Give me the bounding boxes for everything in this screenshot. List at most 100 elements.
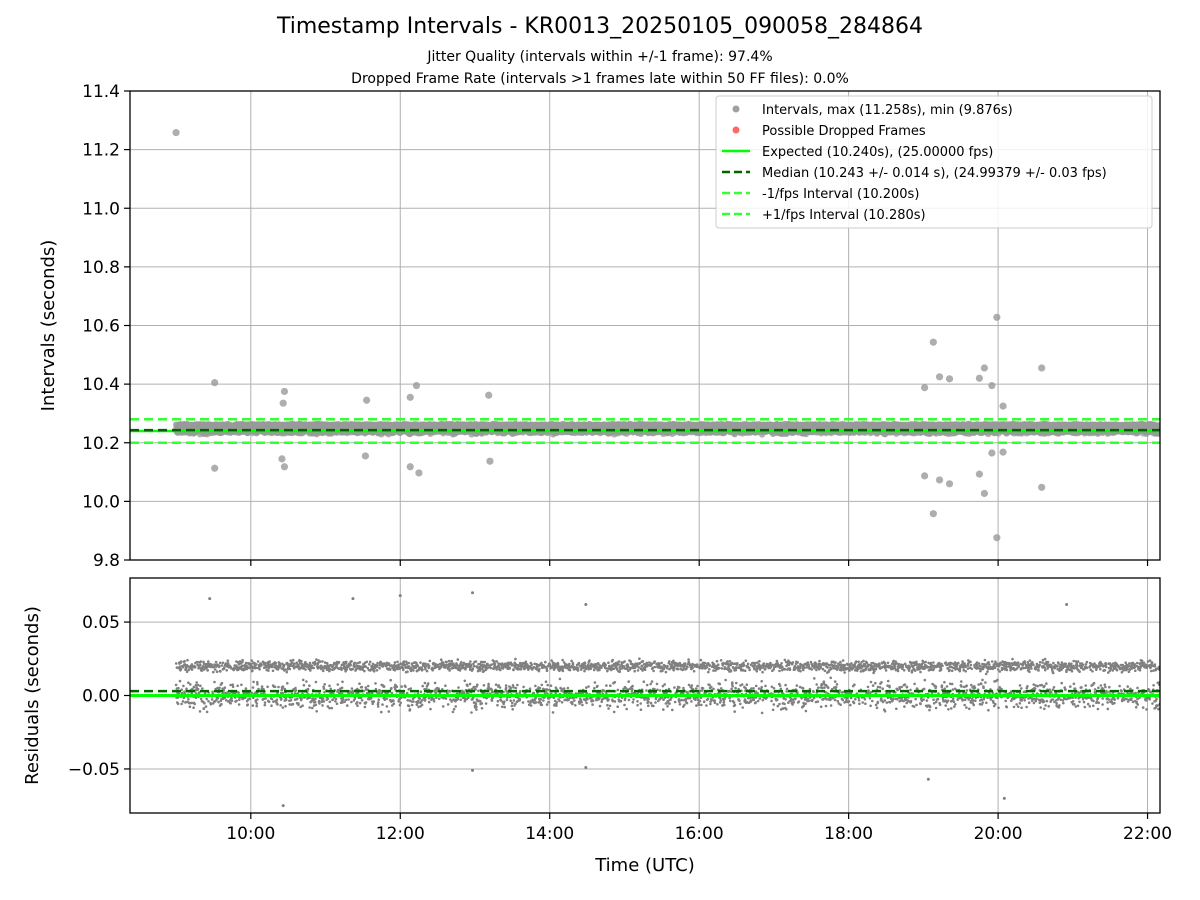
residual-point (218, 661, 222, 665)
residual-point (210, 663, 214, 667)
residual-point (240, 664, 244, 668)
jitter-quality-subtitle: Jitter Quality (intervals within +/-1 fr… (427, 49, 773, 65)
interval-outlier-point (921, 472, 929, 480)
residual-point (199, 684, 202, 688)
residual-point (203, 702, 206, 705)
interval-outlier-point (406, 393, 414, 401)
residual-point (178, 665, 182, 668)
interval-outlier-point (929, 510, 937, 518)
interval-outlier-point (406, 463, 414, 471)
interval-outlier-point (988, 449, 996, 457)
interval-outlier-point (980, 489, 988, 498)
residual-point (205, 710, 209, 714)
residual-point (202, 707, 206, 710)
residual-point (220, 664, 224, 667)
residual-point (238, 698, 241, 702)
residual-point (244, 661, 248, 665)
interval-outlier-point (211, 379, 219, 387)
interval-outlier-point (361, 452, 369, 460)
residual-point (220, 702, 223, 706)
interval-outlier-point (211, 464, 219, 472)
interval-outlier-point (1038, 483, 1046, 491)
interval-outlier-point (1038, 364, 1046, 372)
interval-outlier-point (999, 448, 1007, 456)
residual-point (199, 663, 202, 667)
residual-point (179, 660, 183, 663)
residual-point (181, 700, 185, 703)
residual-point (192, 685, 196, 689)
residual-point (207, 660, 210, 663)
residual-point (206, 668, 209, 672)
residual-point (205, 697, 208, 701)
residual-point (241, 658, 244, 662)
residual-point (237, 703, 241, 706)
interval-outlier-point (993, 313, 1001, 321)
interval-outlier-point (988, 381, 996, 390)
residual-point (204, 705, 208, 708)
residual-point (174, 662, 178, 665)
residual-point (192, 706, 195, 709)
residual-point (188, 705, 192, 708)
residual-point (225, 669, 228, 672)
residual-point (243, 668, 246, 672)
residual-point (174, 683, 178, 687)
residual-point (231, 685, 235, 689)
interval-outlier-point (363, 396, 371, 404)
interval-outlier-point (172, 129, 180, 137)
residual-point (180, 702, 183, 706)
residual-point (195, 681, 198, 684)
residual-point (199, 697, 203, 701)
interval-outlier-point (415, 469, 423, 477)
residual-point (236, 684, 239, 688)
interval-outlier-point (279, 399, 287, 407)
residual-point (181, 665, 185, 669)
residual-point (216, 696, 220, 700)
residual-point (217, 700, 220, 704)
residual-point (210, 698, 214, 701)
residual-points (174, 591, 1160, 813)
residual-point (223, 666, 226, 669)
residual-point (179, 667, 183, 671)
residual-point (217, 664, 221, 668)
residual-point (177, 686, 180, 690)
interval-outlier-point (278, 455, 286, 463)
interval-outlier-point (945, 375, 954, 383)
residual-point (182, 684, 185, 688)
residual-point (201, 687, 204, 690)
residual-point (196, 683, 200, 687)
residual-point (223, 686, 227, 689)
residual-point (230, 699, 234, 703)
residual-point (226, 662, 230, 665)
residual-point (240, 683, 243, 687)
residual-point (176, 702, 180, 706)
residual-point (212, 670, 215, 674)
residual-point (215, 670, 219, 673)
residual-point (219, 670, 222, 673)
residual-point (218, 686, 221, 690)
residual-point (220, 681, 224, 685)
interval-outlier-point (935, 373, 944, 381)
chart-title: Timestamp Intervals - KR0013_20250105_09… (276, 14, 924, 39)
residual-point (187, 698, 190, 701)
residual-point (213, 680, 216, 684)
residual-point (187, 668, 191, 671)
residual-point (189, 683, 192, 686)
residual-point (207, 700, 210, 703)
residual-point (183, 659, 186, 663)
residual-point (214, 668, 217, 671)
interval-outlier-point (975, 374, 984, 382)
residual-point (235, 699, 238, 703)
interval-outlier-point (921, 384, 929, 392)
interval-outlier-point (280, 463, 289, 471)
interval-outlier-point (999, 402, 1007, 410)
interval-outlier-point (412, 381, 421, 390)
residual-point (209, 702, 213, 706)
dropped-frame-subtitle: Dropped Frame Rate (intervals >1 frames … (351, 71, 849, 87)
interval-outlier-point (929, 338, 937, 346)
residual-point (186, 658, 189, 662)
interval-outlier-point (980, 364, 988, 372)
residual-point (214, 660, 218, 664)
residual-point (226, 659, 230, 662)
